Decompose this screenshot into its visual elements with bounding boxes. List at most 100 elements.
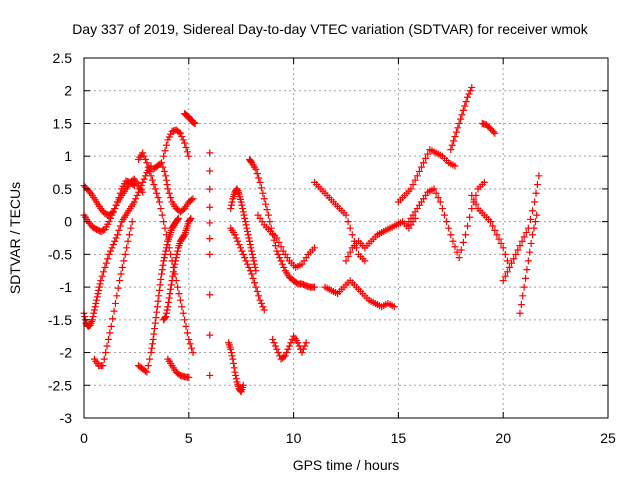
data-point [516, 309, 524, 317]
data-point [91, 303, 99, 311]
data-point [461, 102, 469, 110]
series-arc-27 [516, 211, 541, 317]
data-point [111, 299, 119, 307]
data-point [165, 189, 173, 197]
data-point [436, 198, 444, 206]
data-point [232, 371, 240, 379]
data-point [117, 270, 125, 278]
data-point [527, 239, 535, 247]
data-point [283, 349, 291, 357]
data-point [152, 314, 160, 322]
data-point [275, 238, 283, 246]
data-point [277, 257, 285, 265]
data-point [503, 257, 511, 265]
data-point [246, 267, 254, 275]
data-point [170, 263, 178, 271]
data-point [514, 246, 522, 254]
data-point [129, 181, 137, 189]
data-point [342, 211, 350, 219]
data-point [454, 124, 462, 132]
data-point [346, 224, 354, 232]
data-point [97, 277, 105, 285]
data-point [256, 178, 264, 186]
data-point [232, 375, 240, 383]
data-point [503, 268, 511, 276]
data-point [181, 316, 189, 324]
data-point [459, 106, 467, 114]
data-point [180, 232, 188, 240]
data-point [136, 185, 144, 193]
data-point [462, 98, 470, 106]
data-point [232, 234, 240, 242]
data-point [447, 146, 455, 154]
data-point [512, 250, 520, 258]
data-point [102, 349, 110, 357]
series-arc-5 [134, 214, 182, 376]
data-point [179, 309, 187, 317]
data-point [162, 247, 170, 255]
data-point [102, 259, 110, 267]
data-point [185, 335, 193, 343]
y-tick-label: -3 [60, 410, 73, 426]
data-point [158, 266, 166, 274]
data-point [250, 260, 258, 268]
data-point [206, 235, 214, 243]
data-point [532, 189, 540, 197]
series-arc-26 [499, 172, 543, 285]
data-point [175, 290, 183, 298]
series-isolated [206, 149, 214, 379]
data-point [163, 306, 171, 314]
data-point [167, 250, 175, 258]
data-point [263, 206, 271, 214]
data-point [452, 128, 460, 136]
data-point [227, 201, 235, 209]
data-point [430, 185, 438, 193]
data-point [526, 248, 534, 256]
data-point [158, 270, 166, 278]
data-point [407, 185, 415, 193]
data-point [106, 329, 114, 337]
x-tick-label: 20 [495, 430, 511, 446]
data-point [459, 238, 467, 246]
chart-title: Day 337 of 2019, Sidereal Day-to-day VTE… [72, 21, 589, 37]
data-point [424, 150, 432, 158]
data-point [505, 263, 513, 271]
series-arc-11 [181, 110, 199, 127]
data-point [241, 218, 249, 226]
series-arc-24 [468, 191, 513, 271]
data-point [457, 246, 465, 254]
data-point [150, 330, 158, 338]
data-point [140, 152, 148, 160]
data-point [342, 257, 350, 265]
x-tick-label: 0 [80, 430, 88, 446]
data-point [164, 185, 172, 193]
data-point [155, 286, 163, 294]
data-point [105, 250, 113, 258]
data-point [239, 250, 247, 258]
data-point [252, 283, 260, 291]
data-point [535, 172, 543, 180]
data-point [227, 205, 235, 213]
data-point [311, 244, 319, 252]
data-point [259, 189, 267, 197]
data-point [189, 195, 197, 203]
data-point [464, 93, 472, 101]
data-point [250, 279, 258, 287]
data-point [121, 250, 129, 258]
data-point [466, 213, 474, 221]
data-point [169, 268, 177, 276]
data-point [244, 231, 252, 239]
data-point [260, 306, 268, 314]
series-arc-22 [405, 178, 488, 262]
data-point [157, 205, 165, 213]
data-point [101, 263, 109, 271]
data-point [531, 198, 539, 206]
data-point [434, 194, 442, 202]
y-tick-label: -1 [60, 279, 73, 295]
data-point [238, 247, 246, 255]
data-point [133, 191, 141, 199]
data-point [271, 342, 279, 350]
data-point [270, 339, 278, 347]
data-point [165, 294, 173, 302]
data-point [273, 345, 281, 353]
